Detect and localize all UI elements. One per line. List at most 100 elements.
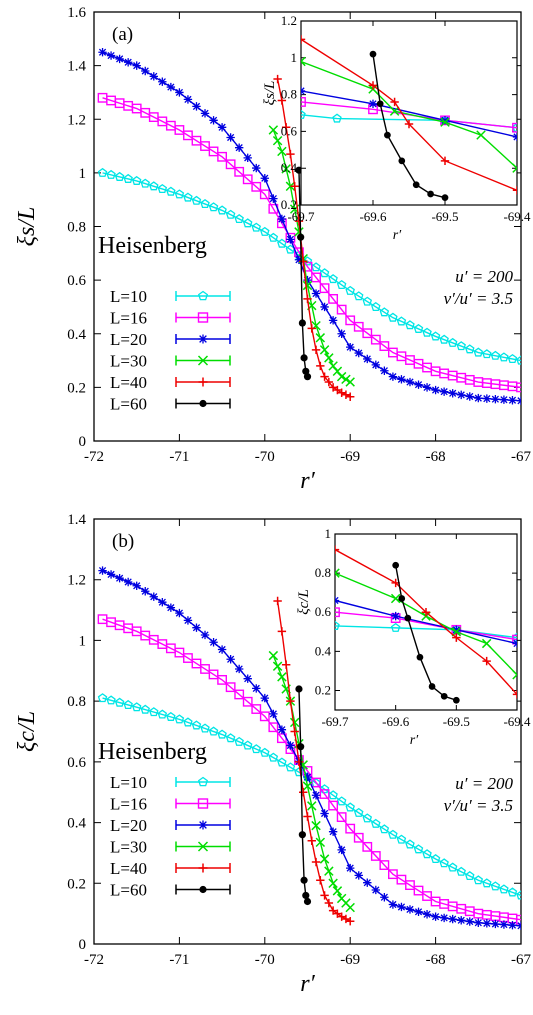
data-point <box>200 723 210 733</box>
data-point <box>299 788 308 797</box>
data-point <box>217 729 227 739</box>
data-point <box>362 328 373 339</box>
data-point <box>252 684 261 693</box>
inset-data-point <box>512 132 517 142</box>
data-point <box>192 623 201 632</box>
x-tick-label: -67 <box>511 952 531 968</box>
data-point <box>290 727 299 736</box>
data-point <box>345 902 355 913</box>
inset-data-point <box>390 97 399 107</box>
data-point <box>303 275 312 285</box>
data-point <box>294 255 304 264</box>
data-point <box>302 891 310 900</box>
data-point <box>115 54 124 64</box>
panel-label: (b) <box>112 531 134 552</box>
data-point <box>353 321 364 332</box>
inset-x-tick-label: -69.4 <box>503 714 531 729</box>
legend-marker <box>197 355 209 366</box>
x-tick-label: -71 <box>169 952 189 968</box>
data-point <box>499 884 509 894</box>
data-point <box>319 854 330 864</box>
data-point <box>294 757 304 767</box>
parameter-label: v′/u′ = 3.5 <box>444 796 513 815</box>
inset-data-point <box>452 696 460 704</box>
data-point <box>319 283 330 294</box>
inset-x-tick-label: -69.5 <box>443 714 470 729</box>
data-point <box>405 880 415 891</box>
x-axis-label: r′ <box>300 468 315 494</box>
inset-series-l-30 <box>335 568 517 680</box>
y-tick-label: 0.6 <box>67 755 86 771</box>
data-point <box>183 653 193 663</box>
data-point <box>294 216 304 226</box>
data-point <box>363 354 372 364</box>
legend-label: L=40 <box>110 373 147 392</box>
data-point <box>456 866 466 876</box>
data-point <box>234 689 245 700</box>
legend-key <box>175 884 231 895</box>
legend-marker <box>198 820 208 830</box>
legend-marker <box>197 776 209 787</box>
inset-data-point <box>398 157 406 165</box>
data-point <box>371 360 381 370</box>
data-point <box>320 372 329 381</box>
data-point <box>166 82 176 92</box>
series-line <box>102 97 521 389</box>
data-point <box>303 373 312 381</box>
legend-key <box>175 798 231 809</box>
inset-data-point <box>335 545 340 554</box>
data-point <box>336 279 347 290</box>
data-point <box>388 372 398 381</box>
data-point <box>379 341 390 351</box>
inset-series-line <box>335 599 517 645</box>
data-point <box>243 153 252 163</box>
data-point <box>242 696 253 707</box>
data-point <box>345 377 355 387</box>
inset-data-point <box>390 622 401 632</box>
data-point <box>174 125 185 135</box>
data-point <box>294 767 304 777</box>
data-point <box>259 189 270 200</box>
data-point <box>465 392 474 401</box>
inset-data-point <box>416 653 424 661</box>
data-point <box>277 672 287 682</box>
data-point <box>448 914 457 924</box>
data-point <box>281 164 291 174</box>
data-point <box>397 375 406 384</box>
legend-key <box>175 398 231 409</box>
y-tick-label: 0 <box>79 937 87 953</box>
data-point <box>183 717 193 727</box>
x-tick-label: -71 <box>169 449 189 465</box>
data-point <box>388 869 398 880</box>
data-point <box>439 858 449 868</box>
data-point <box>303 294 312 304</box>
y-tick-label: 0.4 <box>67 327 86 343</box>
inset-data-point <box>476 130 486 140</box>
data-point <box>345 823 356 834</box>
data-point <box>465 917 474 926</box>
data-point <box>371 885 381 895</box>
data-point <box>439 387 449 396</box>
data-point <box>447 862 458 872</box>
inset-x-tick-label: -69.7 <box>321 714 349 729</box>
inset-data-point <box>301 109 306 119</box>
y-tick-label: 0 <box>79 434 87 450</box>
data-point <box>328 361 338 371</box>
inset-y-axis-label: ξs/L <box>262 81 278 106</box>
data-point <box>149 181 159 191</box>
data-point <box>490 350 501 360</box>
data-point <box>277 627 287 636</box>
data-point <box>286 149 295 159</box>
data-point <box>345 285 355 295</box>
data-point <box>273 74 282 84</box>
data-point <box>131 702 142 712</box>
inset-data-point <box>404 614 412 622</box>
legend-key <box>175 312 231 323</box>
data-point <box>191 658 202 669</box>
data-point <box>324 353 334 363</box>
inset-data-point <box>391 611 400 621</box>
data-point <box>303 897 312 906</box>
inset-y-tick-label: 1 <box>291 50 298 65</box>
y-tick-label: 0.4 <box>67 816 86 832</box>
data-point <box>430 331 441 341</box>
